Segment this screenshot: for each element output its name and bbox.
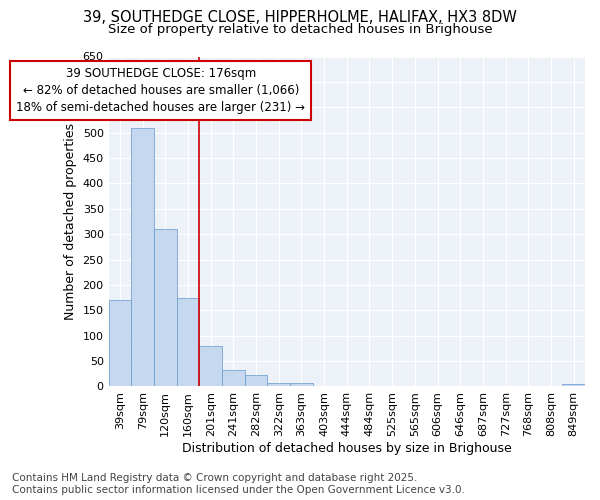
Bar [109,300,131,386]
Bar [176,298,199,386]
Text: Contains HM Land Registry data © Crown copyright and database right 2025.
Contai: Contains HM Land Registry data © Crown c… [12,474,465,495]
Text: 39, SOUTHEDGE CLOSE, HIPPERHOLME, HALIFAX, HX3 8DW: 39, SOUTHEDGE CLOSE, HIPPERHOLME, HALIFA… [83,10,517,25]
Bar [131,128,154,386]
Bar [199,346,222,387]
Text: 39 SOUTHEDGE CLOSE: 176sqm
← 82% of detached houses are smaller (1,066)
18% of s: 39 SOUTHEDGE CLOSE: 176sqm ← 82% of deta… [16,66,305,114]
Bar [154,229,176,386]
X-axis label: Distribution of detached houses by size in Brighouse: Distribution of detached houses by size … [182,442,512,455]
Y-axis label: Number of detached properties: Number of detached properties [64,123,77,320]
Bar [245,376,268,386]
Bar [222,370,245,386]
Bar [562,384,585,386]
Bar [268,384,290,386]
Bar [290,384,313,386]
Text: Size of property relative to detached houses in Brighouse: Size of property relative to detached ho… [107,22,493,36]
